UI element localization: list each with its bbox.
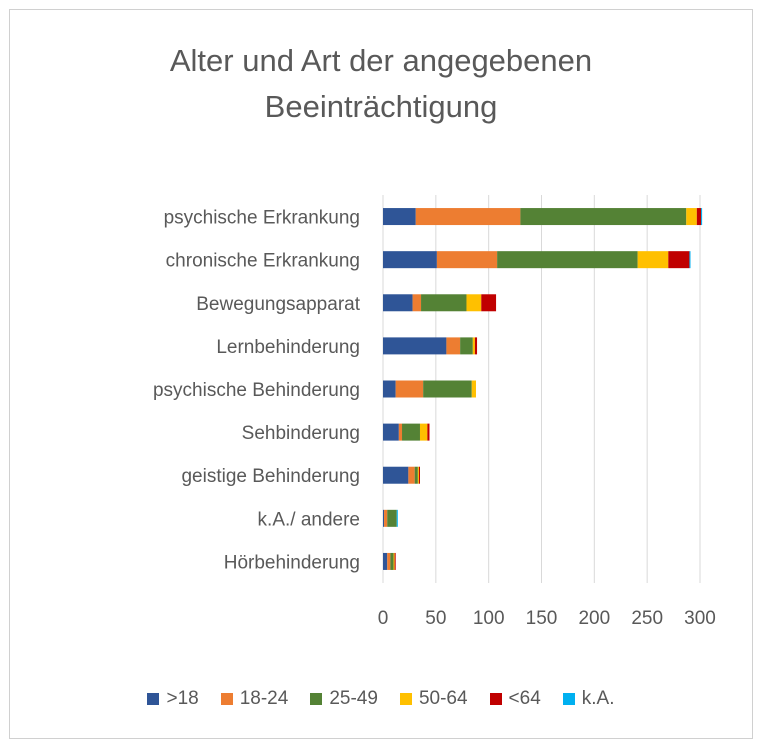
bar-segment [481,294,497,312]
category-label: psychische Erkrankung [164,208,360,229]
legend-label: 50-64 [418,688,468,709]
legend-item: >18 [147,688,199,710]
category-label: psychische Behinderung [153,380,360,401]
bar-segment [383,337,447,355]
bar-segment [418,466,420,484]
bar-segment [696,208,702,226]
legend-swatch [489,693,502,705]
bar-segment [387,552,391,570]
x-tick-label: 250 [631,608,663,629]
bar-segment [383,294,413,312]
legend-swatch [220,693,233,705]
legend-item: 18-24 [220,688,289,710]
chart-legend: >18 18-24 25-49 50-64 <64 k.A. [0,688,762,710]
category-label: chronische Erkrankung [166,251,360,272]
bar-segment [383,552,388,570]
legend-item: k.A. [562,688,615,710]
legend-label: 18-24 [239,688,289,709]
bar-segment [396,509,398,527]
bar-segment [383,380,396,398]
category-label: geistige Behinderung [181,466,360,487]
bar-segment [466,294,482,312]
category-label: Hörbehinderung [224,552,360,573]
category-label: Sehbinderung [242,423,360,444]
bar-segment [383,423,399,441]
bar-segment [390,552,394,570]
x-tick-label: 50 [425,608,446,629]
bar-segment [668,251,690,269]
legend-label: k.A. [581,688,615,709]
bar-segment [395,380,424,398]
chart-frame [9,9,753,739]
bar-segment [421,294,467,312]
legend-label: <64 [508,688,541,709]
bar-segment [460,337,473,355]
bar-segment [637,251,669,269]
bar-segment [472,337,475,355]
legend-item: 25-49 [310,688,378,710]
category-label: Lernbehinderung [216,337,360,358]
bar-segment [686,208,697,226]
bar-segment [393,552,395,570]
x-tick-label: 200 [578,608,610,629]
category-label: k.A./ andere [258,509,360,530]
bar-segment [383,509,385,527]
bar-segment [497,251,638,269]
x-tick-label: 100 [473,608,505,629]
bar-segment [384,509,388,527]
bar-segment [436,251,498,269]
legend-swatch [147,693,160,705]
bar-segment [471,380,476,398]
legend-item: 50-64 [399,688,468,710]
bar-segment [701,208,703,226]
chart-title-text: Alter und Art der angegebenen Beeinträcht… [0,38,762,130]
bar-segment [427,423,430,441]
bar-segment [387,509,397,527]
legend-swatch [399,693,412,705]
bar-segment [417,466,419,484]
legend-label: 25-49 [329,688,378,709]
bar-segment [394,552,396,570]
category-label: Bewegungsapparat [196,294,360,315]
legend-swatch [310,693,323,705]
bar-segment [383,208,416,226]
bar-segment [474,337,478,355]
bar-segment [520,208,687,226]
x-tick-label: 300 [684,608,716,629]
bar-segment [446,337,461,355]
bar-segment [414,466,418,484]
bar-segment [398,423,403,441]
bar-segment [412,294,422,312]
bar-segment [383,251,437,269]
bar-segment [423,380,472,398]
chart-title-line: Alter und Art der angegebenen [169,43,593,78]
x-tick-label: 150 [526,608,558,629]
chart-title-line: Beeinträchtigung [264,89,498,124]
bar-segment [415,208,521,226]
bar-segment [689,251,691,269]
bar-segment [419,423,428,441]
legend-label: >18 [166,688,199,709]
x-tick-label: 0 [378,608,389,629]
bar-segment [402,423,420,441]
legend-item: <64 [489,688,541,710]
bar-segment [383,466,409,484]
legend-swatch [562,693,575,705]
chart-title: Alter und Art der angegebenen Beeinträcht… [0,38,762,130]
bar-segment [408,466,415,484]
